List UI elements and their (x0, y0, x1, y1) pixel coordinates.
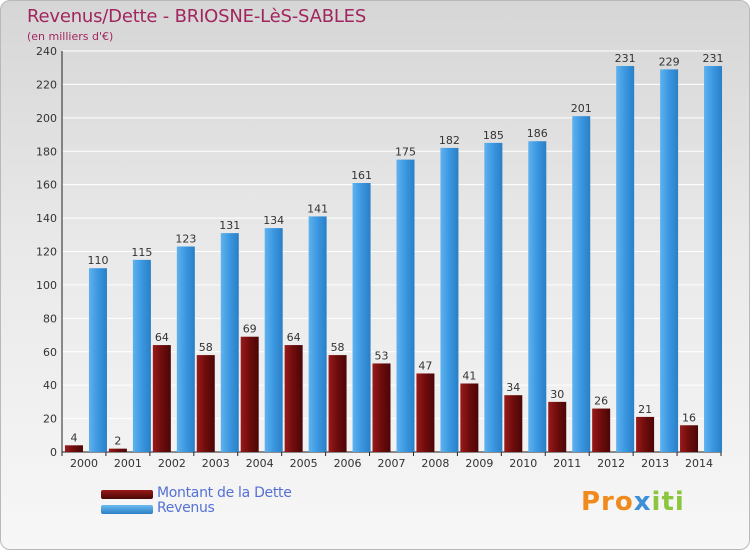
x-tick-label: 2007 (378, 457, 406, 470)
bar-revenus (308, 216, 327, 452)
data-label: 175 (395, 146, 416, 159)
bar-dette (328, 355, 347, 452)
data-label: 185 (483, 129, 504, 142)
bar-dette (152, 345, 171, 452)
data-label: 229 (659, 55, 680, 68)
legend-label-revenus: Revenus (157, 500, 215, 516)
bar-dette (64, 445, 83, 452)
bar-revenus (88, 268, 107, 452)
data-label: 134 (263, 214, 284, 227)
y-tick-label: 200 (36, 112, 57, 125)
y-tick-label: 220 (36, 78, 57, 91)
y-tick-label: 160 (36, 179, 57, 192)
bar-dette (240, 336, 259, 452)
bar-dette (196, 355, 215, 452)
data-label: 141 (307, 202, 328, 215)
bar-dette (460, 383, 479, 452)
chart-subtitle: (en milliers d'€) (27, 30, 114, 43)
data-label: 69 (243, 323, 257, 336)
legend-swatch-revenus (101, 505, 153, 514)
data-label: 115 (131, 246, 152, 259)
x-tick-label: 2001 (114, 457, 142, 470)
x-tick-label: 2006 (334, 457, 362, 470)
x-tick-label: 2012 (597, 457, 625, 470)
bar-dette (548, 401, 567, 452)
bar-revenus (528, 141, 547, 452)
bar-dette (504, 395, 523, 452)
x-tick-label: 2014 (685, 457, 713, 470)
bar-revenus (440, 147, 459, 453)
x-tick-label: 2003 (202, 457, 230, 470)
x-tick-label: 2008 (421, 457, 449, 470)
data-label: 123 (175, 232, 196, 245)
bar-dette (416, 373, 435, 452)
data-label: 26 (594, 395, 608, 408)
y-tick-label: 180 (36, 145, 57, 158)
data-label: 64 (287, 331, 301, 344)
bar-dette (372, 363, 391, 452)
bar-revenus (396, 159, 415, 452)
bar-revenus (616, 66, 635, 452)
proxiti-logo: Proxiti (581, 487, 685, 517)
y-tick-label: 60 (43, 346, 57, 359)
data-label: 231 (703, 52, 724, 65)
y-tick-label: 80 (43, 312, 57, 325)
bar-revenus (352, 182, 371, 452)
x-tick-label: 2000 (70, 457, 98, 470)
y-tick-label: 140 (36, 212, 57, 225)
chart-title: Revenus/Dette - BRIOSNE-LèS-SABLES (27, 6, 367, 27)
data-label: 47 (418, 359, 432, 372)
x-tick-label: 2013 (641, 457, 669, 470)
bar-dette (636, 416, 655, 452)
bar-revenus (264, 228, 283, 452)
legend-swatch-dette (101, 490, 153, 499)
data-label: 21 (638, 403, 652, 416)
legend-label-dette: Montant de la Dette (157, 485, 292, 501)
bar-dette (680, 425, 699, 452)
bar-revenus (132, 259, 151, 452)
data-label: 34 (506, 381, 520, 394)
data-label: 231 (615, 52, 636, 65)
x-tick-label: 2004 (246, 457, 274, 470)
data-label: 53 (375, 349, 389, 362)
bar-revenus (484, 142, 503, 453)
data-label: 16 (682, 411, 696, 424)
bar-revenus (704, 66, 723, 452)
bar-revenus (660, 69, 679, 453)
data-label: 30 (550, 388, 564, 401)
x-tick-label: 2005 (290, 457, 318, 470)
bar-revenus (176, 246, 195, 452)
data-label: 201 (571, 102, 592, 115)
x-tick-label: 2002 (158, 457, 186, 470)
bar-revenus (572, 116, 591, 452)
y-tick-label: 20 (43, 413, 57, 426)
y-tick-label: 240 (36, 45, 57, 58)
data-label: 2 (114, 435, 121, 448)
bar-dette (284, 345, 303, 452)
data-label: 186 (527, 127, 548, 140)
x-tick-label: 2010 (509, 457, 537, 470)
x-tick-label: 2011 (553, 457, 581, 470)
x-tick-label: 2009 (465, 457, 493, 470)
data-label: 58 (199, 341, 213, 354)
bar-dette (592, 408, 611, 452)
bar-dette (108, 448, 127, 452)
y-tick-label: 120 (36, 246, 57, 259)
data-label: 4 (70, 431, 77, 444)
data-label: 161 (351, 169, 372, 182)
bar-revenus (220, 233, 239, 452)
data-label: 64 (155, 331, 169, 344)
y-tick-label: 100 (36, 279, 57, 292)
y-tick-label: 0 (50, 446, 57, 459)
data-label: 58 (331, 341, 345, 354)
data-label: 182 (439, 134, 460, 147)
data-label: 131 (219, 219, 240, 232)
data-label: 110 (87, 254, 108, 267)
y-tick-label: 40 (43, 379, 57, 392)
data-label: 41 (462, 369, 476, 382)
